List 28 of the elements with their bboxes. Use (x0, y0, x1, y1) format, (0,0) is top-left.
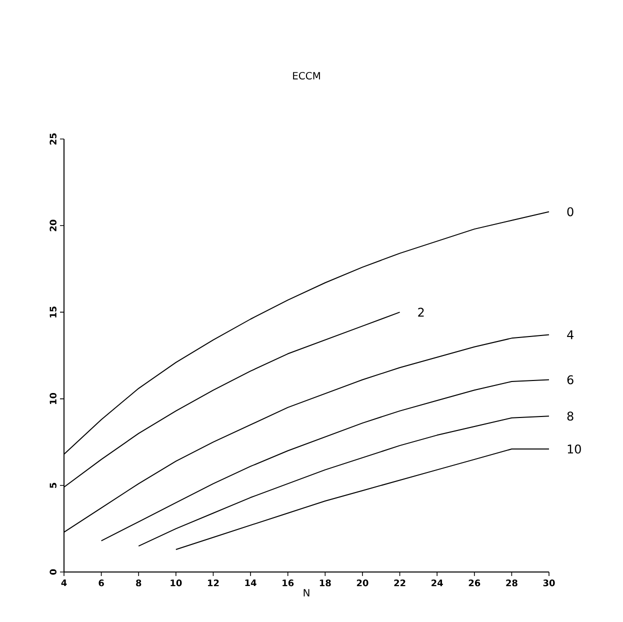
series-label: 6 (567, 375, 574, 384)
x-tick-label: 30 (543, 580, 555, 586)
x-tick-label: 14 (245, 580, 256, 586)
series-label: 0 (567, 207, 574, 216)
x-tick-label: 10 (170, 580, 182, 586)
x-tick-label: 12 (208, 580, 219, 586)
x-tick-label: 4 (61, 580, 67, 586)
x-tick-label: 26 (468, 580, 480, 586)
series-label: 2 (418, 308, 424, 317)
series-label: 4 (567, 330, 574, 340)
y-tick-label: 10 (50, 392, 56, 404)
x-tick-label: 24 (432, 580, 443, 586)
y-tick-label: 5 (50, 482, 56, 488)
x-tick-label: 18 (320, 580, 331, 586)
y-tick-label: 20 (50, 220, 56, 232)
y-tick-label: 15 (50, 306, 56, 318)
x-axis-title: N (304, 589, 310, 596)
x-tick-label: 6 (98, 580, 104, 586)
series-label: 8 (567, 412, 574, 421)
x-tick-label: 22 (394, 580, 406, 586)
x-tick-label: 28 (506, 580, 518, 586)
series-label: 10 (568, 444, 581, 454)
y-tick-label: 25 (50, 133, 56, 145)
y-tick-label: 0 (50, 569, 56, 575)
x-tick-label: 8 (136, 580, 142, 586)
x-tick-label: 20 (356, 580, 368, 586)
x-tick-label: 16 (282, 580, 294, 586)
chart-title: ECCM (293, 72, 320, 80)
